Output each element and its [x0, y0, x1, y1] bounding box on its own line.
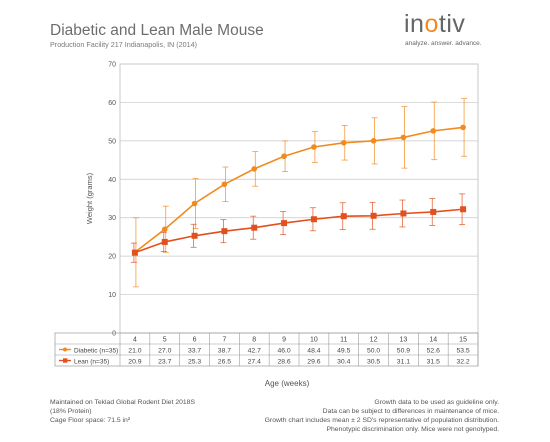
- y-axis-label: Weight (grams): [85, 172, 94, 224]
- data-point: [251, 166, 258, 172]
- x-tick-label: 9: [282, 337, 286, 344]
- data-point: [191, 232, 198, 239]
- data-point: [311, 144, 317, 150]
- x-axis-label: Age (weeks): [265, 379, 310, 388]
- y-tick-label: 20: [108, 254, 116, 261]
- legend-key-marker: [63, 347, 67, 352]
- chart-subtitle: Production Facility 217 Indianapolis, IN…: [50, 40, 198, 49]
- data-label: 33.7: [188, 348, 201, 355]
- data-point: [400, 134, 407, 141]
- data-point: [370, 212, 377, 219]
- data-point: [310, 216, 317, 223]
- data-point: [191, 200, 198, 207]
- data-point: [340, 213, 347, 220]
- data-point: [460, 206, 467, 213]
- data-label: 31.1: [397, 359, 410, 366]
- data-point: [340, 139, 347, 146]
- data-label: 23.7: [158, 359, 171, 366]
- footer-right-line: Growth chart includes mean ± 2 SD's repr…: [264, 417, 499, 424]
- x-tick-label: 15: [459, 337, 467, 344]
- series-line: [134, 126, 464, 253]
- y-tick-label: 30: [108, 215, 116, 222]
- logo-part-3: tiv: [438, 10, 466, 38]
- x-tick-label: 12: [370, 337, 378, 344]
- data-point: [370, 138, 377, 144]
- data-label: 46.0: [277, 348, 290, 355]
- footer-right-line: Data can be subject to differences in ma…: [322, 408, 499, 415]
- y-tick-label: 70: [108, 62, 116, 69]
- data-label: 42.7: [248, 348, 261, 355]
- data-point: [460, 124, 466, 131]
- logo-part-2: o: [424, 10, 439, 38]
- data-label: 52.6: [427, 348, 440, 355]
- data-point: [161, 238, 168, 245]
- data-label: 50.0: [367, 348, 380, 355]
- x-tick-label: 7: [222, 337, 226, 344]
- data-table-frame: [54, 332, 479, 367]
- data-label: 27.0: [158, 348, 171, 355]
- footer-left-line: (18% Protein): [50, 408, 92, 415]
- footer-diet-notes: Maintained on Teklad Global Rodent Diet …: [50, 398, 195, 425]
- data-label: 30.5: [367, 359, 380, 366]
- x-tick-label: 10: [310, 337, 318, 344]
- data-label: 28.6: [277, 359, 290, 366]
- data-label: 48.4: [307, 348, 320, 355]
- data-label: 50.9: [397, 348, 410, 355]
- data-point: [281, 220, 288, 227]
- data-label: 30.4: [337, 359, 350, 366]
- footer-right-line: Growth data to be used as guideline only…: [374, 399, 499, 406]
- data-point: [251, 224, 258, 231]
- x-tick-label: 13: [400, 337, 408, 344]
- y-tick-label: 10: [108, 292, 116, 299]
- footer-right-line: Phenotypic discrimination only. Mice wer…: [326, 426, 499, 433]
- legend-label: Diabetic (n=35): [74, 348, 118, 355]
- footer-left-line: Maintained on Teklad Global Rodent Diet …: [50, 399, 195, 406]
- data-point: [281, 153, 287, 160]
- x-tick-label: 5: [163, 337, 167, 344]
- data-label: 26.5: [218, 359, 231, 366]
- x-tick-label: 14: [429, 337, 437, 344]
- logo-part-1: in: [404, 10, 425, 38]
- data-point: [131, 249, 138, 256]
- data-point: [430, 208, 437, 215]
- data-label: 31.5: [427, 359, 440, 366]
- x-tick-label: 4: [133, 337, 137, 344]
- data-label: 25.3: [188, 359, 201, 366]
- data-label: 32.2: [456, 359, 469, 366]
- x-tick-label: 8: [252, 337, 256, 344]
- y-tick-label: 40: [108, 177, 116, 184]
- y-tick-label: 0: [112, 331, 116, 338]
- x-tick-label: 11: [340, 337, 347, 344]
- chart-title: Diabetic and Lean Male Mouse: [50, 22, 264, 39]
- data-label: 21.0: [128, 348, 141, 355]
- data-point: [221, 181, 228, 188]
- data-point: [430, 128, 437, 134]
- inotiv-logo: inotiv analyze. answer. advance.: [404, 10, 500, 50]
- data-label: 53.5: [456, 348, 469, 355]
- data-label: 20.9: [128, 359, 141, 366]
- data-label: 49.5: [337, 348, 350, 355]
- plot-frame: [119, 63, 479, 334]
- legend-key-marker: [63, 358, 68, 363]
- footer-left-line: Cage Floor space: 71.5 in²: [50, 417, 131, 424]
- footer-disclaimer: Growth data to be used as guideline only…: [265, 398, 499, 434]
- x-tick-label: 6: [193, 337, 197, 344]
- data-point: [221, 228, 228, 235]
- data-point: [161, 226, 168, 233]
- data-label: 38.7: [218, 348, 231, 355]
- legend-label: Lean (n=35): [74, 359, 109, 366]
- data-label: 27.4: [248, 359, 261, 366]
- series-line: [134, 208, 464, 254]
- data-label: 29.6: [307, 359, 320, 366]
- data-point: [400, 210, 407, 217]
- y-tick-label: 50: [108, 138, 116, 145]
- logo-wordmark: inotiv: [404, 10, 465, 39]
- logo-tagline: analyze. answer. advance.: [405, 40, 482, 47]
- y-tick-label: 60: [108, 100, 116, 107]
